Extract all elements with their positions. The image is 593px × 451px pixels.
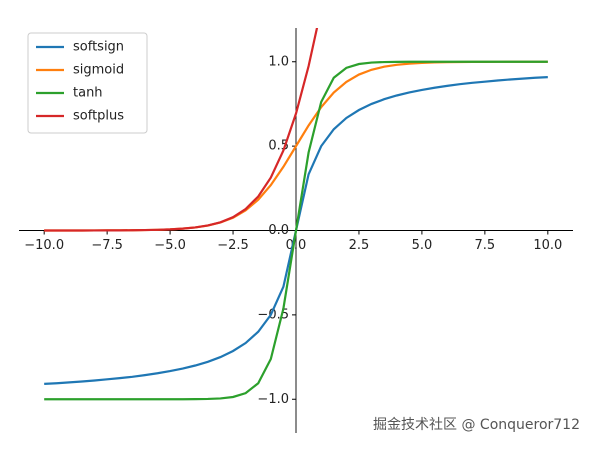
line [44, 60, 548, 401]
x-tick-label: −10.0 [24, 238, 64, 253]
plot-area [44, 28, 548, 401]
x-tick-label: 5.0 [412, 238, 433, 253]
x-tick-label: 7.5 [475, 238, 496, 253]
y-tick-label: 0.0 [268, 223, 289, 238]
x-tick-label: −2.5 [217, 238, 249, 253]
x-tick-label: −7.5 [91, 238, 123, 253]
legend: softsign sigmoid tanh softplus [27, 32, 148, 134]
x-tick-label: 2.5 [349, 238, 370, 253]
line [44, 28, 319, 232]
watermark: 掘金技术社区 @ Conqueror712 [373, 417, 580, 433]
legend-label: sigmoid [73, 63, 124, 78]
y-tick-label: −1.0 [257, 392, 289, 407]
x-tick-label: −5.0 [154, 238, 186, 253]
legend-label: softplus [73, 109, 124, 124]
legend-label: softsign [73, 40, 124, 55]
legend-label: tanh [73, 86, 103, 101]
x-tick-label: 0.0 [286, 238, 307, 253]
y-tick-label: 1.0 [268, 54, 289, 69]
legend-box [27, 32, 148, 134]
x-tick-label: 10.0 [533, 238, 562, 253]
